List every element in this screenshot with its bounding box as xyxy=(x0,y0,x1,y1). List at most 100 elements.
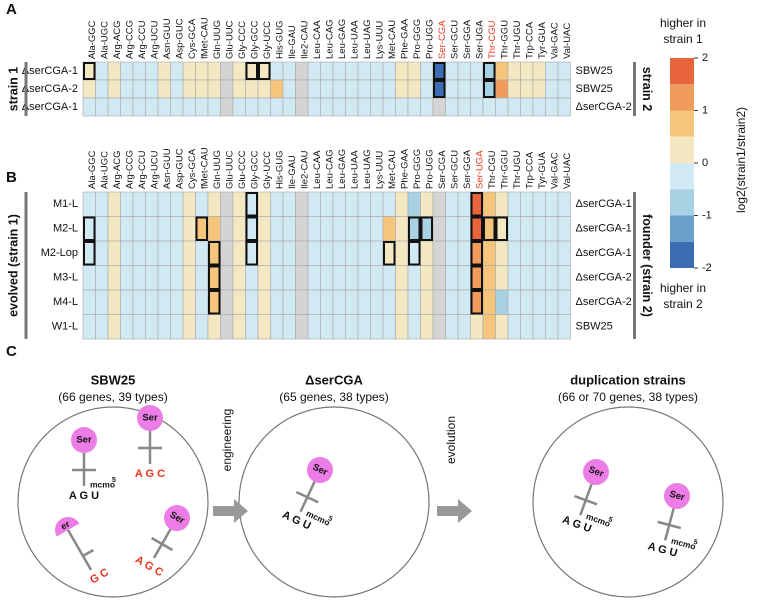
heatmap-cell xyxy=(457,314,471,340)
heatmap-cell xyxy=(257,265,271,291)
heatmap-cell xyxy=(182,216,196,242)
strain-subtitle: (66 or 70 genes, 38 types) xyxy=(558,390,698,404)
heatmap-cell xyxy=(232,314,246,340)
heatmap-cell xyxy=(170,265,184,291)
column-label: Thr-GGU xyxy=(499,20,510,59)
significance-outline xyxy=(383,241,396,266)
heatmap-cell xyxy=(132,191,146,217)
heatmap-cell xyxy=(445,97,459,117)
row-label-left: ΔserCGA-2 xyxy=(22,83,78,95)
heatmap-cell xyxy=(432,289,446,315)
heatmap-cell xyxy=(157,240,171,266)
heatmap-cell xyxy=(332,97,346,117)
heatmap-cell xyxy=(107,265,121,291)
column-label: Gly-GCC xyxy=(249,150,260,189)
row-label-left: M4-L xyxy=(53,296,78,308)
heatmap-cell xyxy=(495,79,509,99)
heatmap-cell xyxy=(532,61,546,81)
heatmap-cell xyxy=(345,191,359,217)
heatmap-cell xyxy=(220,240,234,266)
column-label: Gly-GCC xyxy=(249,20,260,59)
heatmap-cell xyxy=(382,79,396,99)
colorbar-swatch xyxy=(670,241,694,268)
group-label: strain 1 xyxy=(6,67,20,112)
column-label: Pro-UGG xyxy=(424,149,435,189)
heatmap-cell xyxy=(270,216,284,242)
heatmap-cell xyxy=(182,289,196,315)
modification-sup: 5 xyxy=(693,539,699,547)
heatmap-cell xyxy=(457,216,471,242)
heatmap-cell xyxy=(195,265,209,291)
heatmap-cell xyxy=(370,240,384,266)
heatmap-cell xyxy=(445,289,459,315)
column-label: Asp-GUC xyxy=(174,18,185,59)
column-label: Leu-UAA xyxy=(349,20,360,59)
colorbar-label: log2(strain1/strain2) xyxy=(734,107,748,213)
heatmap-cell xyxy=(395,97,409,117)
heatmap-cell xyxy=(170,79,184,99)
column-label: Ser-UGA xyxy=(474,20,485,59)
column-label: Arg-UCU xyxy=(149,150,160,189)
column-label: Gln-UUG xyxy=(212,20,223,59)
heatmap-cell xyxy=(282,240,296,266)
heatmap-cell xyxy=(232,79,246,99)
heatmap-cell xyxy=(382,97,396,117)
heatmap-cell xyxy=(320,265,334,291)
row-label-right: ΔserCGA-2 xyxy=(576,101,632,113)
heatmap-cell xyxy=(207,314,221,340)
heatmap-cell xyxy=(157,216,171,242)
heatmap-cell xyxy=(132,289,146,315)
column-label: Arg-CCG xyxy=(124,20,135,59)
heatmap-cell xyxy=(107,289,121,315)
colorbar-swatch xyxy=(670,163,694,190)
heatmap-cell xyxy=(470,61,484,81)
heatmap-cell xyxy=(307,61,321,81)
heatmap-cell xyxy=(545,265,559,291)
heatmap-cell xyxy=(545,216,559,242)
heatmap-cell xyxy=(295,289,309,315)
heatmap-cell xyxy=(482,97,496,117)
heatmap-cell xyxy=(445,216,459,242)
heatmap-cell xyxy=(282,265,296,291)
column-label: Leu-CAA xyxy=(312,20,323,59)
heatmap-cell xyxy=(220,216,234,242)
significance-outline xyxy=(420,216,433,241)
significance-outline xyxy=(470,241,483,266)
significance-outline xyxy=(208,290,221,315)
heatmap-cell xyxy=(395,61,409,81)
heatmap-cell xyxy=(270,61,284,81)
arrow xyxy=(213,499,248,523)
heatmap-cell xyxy=(107,216,121,242)
heatmap-cell xyxy=(545,240,559,266)
heatmap-cell xyxy=(382,191,396,217)
row-label-left: ΔserCGA-1 xyxy=(22,65,78,77)
heatmap-cell xyxy=(545,79,559,99)
heatmap-cell xyxy=(307,216,321,242)
heatmap-cell xyxy=(145,61,159,81)
anticodon: A G C xyxy=(135,468,165,480)
column-label: Ala-GGC xyxy=(87,150,98,189)
significance-outline xyxy=(208,241,221,266)
heatmap-cell xyxy=(532,216,546,242)
heatmap-cell xyxy=(345,61,359,81)
heatmap-cell xyxy=(507,314,521,340)
heatmap-cell xyxy=(157,61,171,81)
column-label: Gln-UUG xyxy=(212,150,223,189)
heatmap-cell xyxy=(507,61,521,81)
heatmap-cell xyxy=(257,240,271,266)
heatmap-cell xyxy=(232,191,246,217)
heatmap-cell xyxy=(532,191,546,217)
heatmap-cell xyxy=(395,240,409,266)
heatmap-cell xyxy=(545,289,559,315)
heatmap-cell xyxy=(457,191,471,217)
heatmap-cell xyxy=(132,97,146,117)
colorbar-swatch xyxy=(670,215,694,242)
heatmap-cell xyxy=(445,240,459,266)
column-label: Ser-GCU xyxy=(449,20,460,59)
arrow-label: engineering xyxy=(220,409,234,472)
heatmap-cell xyxy=(507,240,521,266)
heatmap-cell xyxy=(257,216,271,242)
